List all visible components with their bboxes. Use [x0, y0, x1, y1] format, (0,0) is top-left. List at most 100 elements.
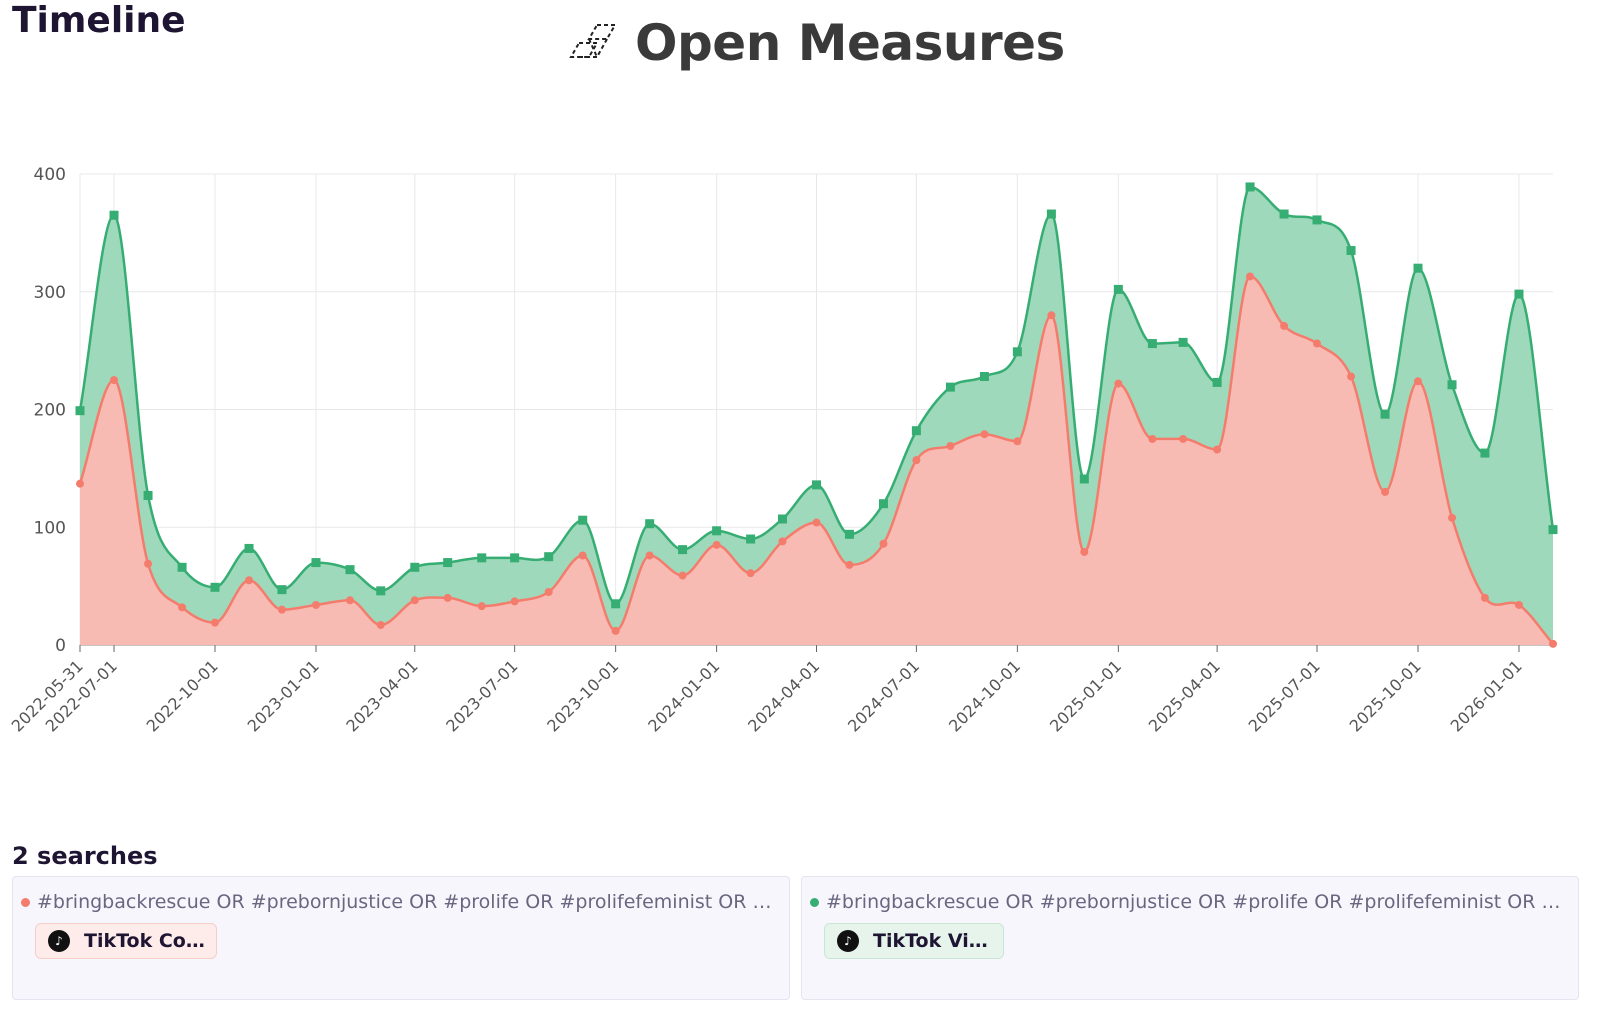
series-2-point — [911, 426, 921, 436]
x-tick-label: 2025-04-01 — [1145, 656, 1224, 735]
series-1-point — [1381, 487, 1390, 496]
series-1-point — [1148, 434, 1157, 443]
series-2-point — [812, 480, 821, 490]
series-2-point — [1480, 448, 1490, 458]
series-2-point — [1279, 209, 1289, 219]
series-2-point — [143, 490, 153, 500]
y-tick-label: 400 — [34, 165, 66, 185]
series-1-point — [211, 618, 220, 627]
series-1-point — [746, 569, 755, 578]
series-1-point — [1313, 339, 1322, 348]
search-query-text: #bringbackrescue OR #prebornjustice OR #… — [826, 891, 1568, 913]
y-tick-label: 200 — [34, 401, 66, 421]
series-1-point — [110, 376, 119, 385]
series-2-point — [1346, 246, 1356, 256]
series-1-point — [376, 620, 385, 629]
x-tick-label: 2025-07-01 — [1245, 656, 1324, 735]
series-1-point — [1549, 639, 1557, 648]
series-2-point — [1113, 284, 1123, 294]
series-2-point — [177, 562, 187, 572]
series-2-point — [1548, 525, 1558, 535]
page-title: Timeline — [12, 0, 186, 41]
series-2-point — [678, 545, 688, 555]
series-1-point — [645, 551, 654, 560]
series-2-point — [611, 599, 621, 609]
series-1-point — [1179, 434, 1188, 443]
series-1-point — [980, 430, 989, 439]
series-1-point — [1347, 372, 1356, 381]
series-1-point — [1114, 379, 1123, 388]
series-2-point — [945, 382, 955, 392]
tiktok-icon: ♪ — [48, 930, 70, 952]
series-1-point — [245, 576, 254, 585]
search-query-row: #bringbackrescue OR #prebornjustice OR #… — [810, 891, 1568, 913]
series-2-area — [80, 187, 1553, 644]
series-2-point — [510, 553, 520, 563]
search-card-1[interactable]: #bringbackrescue OR #prebornjustice OR #… — [12, 876, 790, 1000]
series-2-point — [1178, 337, 1188, 347]
source-chip[interactable]: ♪ TikTok Com… — [35, 923, 217, 959]
x-tick-label: 2025-01-01 — [1046, 656, 1125, 735]
series-2-point — [1046, 209, 1056, 219]
series-2-point — [544, 552, 554, 562]
x-tick-label: 2026-01-01 — [1447, 656, 1526, 735]
series-1-point — [1480, 593, 1489, 602]
series-2-point — [878, 499, 888, 509]
series-1-point — [778, 537, 787, 546]
series-2-point — [1012, 347, 1022, 357]
x-tick-label: 2023-04-01 — [342, 656, 421, 735]
source-chip[interactable]: ♪ TikTok Video — [824, 923, 1004, 959]
timeline-chart: 0 100 200 300 400 2022-05-31 2022-07-01 2022-10… — [0, 150, 1600, 790]
series-2-point — [109, 210, 119, 220]
series-1-point — [1213, 445, 1222, 454]
x-tick-label: 2024-04-01 — [744, 656, 823, 735]
series-1-point — [578, 551, 587, 560]
series-2-point — [777, 514, 787, 524]
series-2-point — [376, 586, 386, 596]
x-tick-label: 2024-01-01 — [644, 656, 723, 735]
series-2-point — [1447, 380, 1457, 390]
series-1-point — [1047, 311, 1056, 320]
series-2-point — [345, 565, 355, 575]
series-1-point — [544, 588, 553, 597]
series-2-point — [311, 558, 321, 568]
series-1-point — [346, 596, 355, 605]
series-1-point — [712, 540, 721, 549]
series-1-point — [879, 539, 888, 548]
series-2-point — [75, 406, 85, 416]
x-tick-label: 2023-01-01 — [244, 656, 323, 735]
series-2-point — [1514, 289, 1524, 299]
series-2-point — [443, 558, 453, 568]
series-1-point — [812, 518, 821, 527]
x-tick-label: 2024-07-01 — [844, 656, 923, 735]
series-2-point — [1312, 215, 1322, 225]
x-tick-label: 2023-10-01 — [543, 656, 622, 735]
series-2-point — [712, 526, 722, 536]
series-1-point — [510, 597, 519, 606]
series-1-point — [76, 479, 84, 488]
series-2-point — [244, 543, 254, 553]
series-2-point — [1147, 339, 1157, 349]
y-tick-label: 100 — [34, 518, 66, 538]
series-1-point — [1413, 377, 1422, 386]
series-1-point — [845, 560, 854, 569]
tiktok-icon: ♪ — [837, 930, 859, 952]
series-2-point — [410, 562, 420, 572]
brand: Open Measures — [567, 14, 1065, 72]
series-2-point — [1413, 263, 1423, 273]
x-tick-label: 2025-10-01 — [1346, 656, 1425, 735]
source-chip-label: TikTok Video — [873, 930, 993, 952]
search-card-2[interactable]: #bringbackrescue OR #prebornjustice OR #… — [801, 876, 1579, 1000]
x-tick-label: 2023-07-01 — [442, 656, 521, 735]
series-1-point — [144, 559, 153, 568]
y-tick-label: 0 — [55, 636, 66, 656]
series-1-point — [1013, 437, 1022, 446]
searches-count: 2 searches — [12, 842, 158, 870]
series-1-point — [1080, 547, 1089, 556]
series-1-point — [946, 442, 955, 451]
series-1-point — [1246, 272, 1255, 281]
series-2-point — [210, 582, 220, 592]
search-query-row: #bringbackrescue OR #prebornjustice OR #… — [21, 891, 779, 913]
search-query-text: #bringbackrescue OR #prebornjustice OR #… — [37, 891, 779, 913]
